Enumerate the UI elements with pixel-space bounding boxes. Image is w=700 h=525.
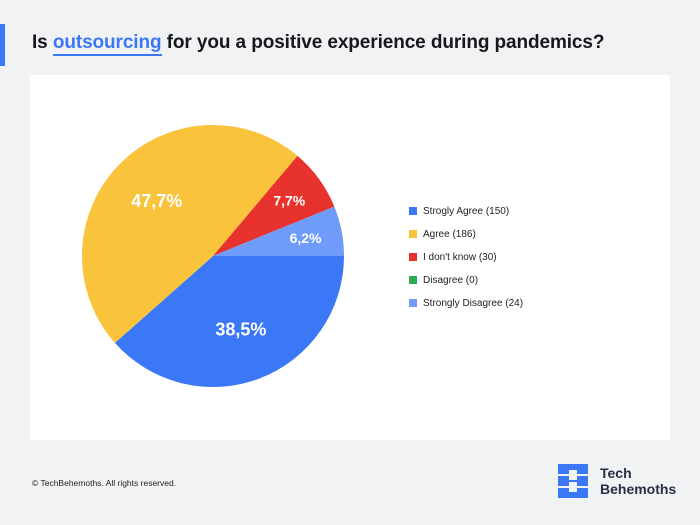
brand-block: Tech Behemoths — [556, 462, 676, 500]
pie-slice-label: 38,5% — [215, 319, 266, 339]
title-highlight: outsourcing — [52, 32, 162, 56]
title-suffix: for you a positive experience during pan… — [161, 32, 605, 53]
title-accent-bar — [0, 24, 5, 66]
legend-swatch — [409, 276, 417, 284]
legend-swatch — [409, 299, 417, 307]
pie-slice — [114, 256, 344, 387]
techbehemoths-logo-icon — [558, 464, 588, 498]
legend-label: Strongly Disagree (24) — [423, 297, 524, 309]
chart-legend: Strogly Agree (150) Agree (186) I don't kn… — [409, 205, 523, 320]
pie-slice-label: 7,7% — [273, 193, 305, 209]
legend-item: Agree (186) — [409, 228, 523, 240]
legend-swatch — [409, 230, 417, 238]
legend-swatch — [409, 207, 417, 215]
brand-name-line1: Tech — [600, 465, 632, 481]
legend-label: Agree (186) — [423, 228, 476, 240]
pie-chart: 38,5% 47,7% 7,7% 6,2% — [81, 124, 344, 387]
pie-slice — [213, 155, 335, 256]
copyright-text: © TechBehemoths. All rights reserved. — [32, 478, 177, 488]
legend-label: Disagree (0) — [423, 274, 479, 286]
pie-slice — [81, 124, 298, 343]
legend-item: Disagree (0) — [409, 274, 523, 286]
legend-item: I don't know (30) — [409, 251, 523, 263]
legend-label: Strogly Agree (150) — [423, 205, 510, 217]
pie-slice-label: 47,7% — [131, 191, 182, 211]
legend-item: Strongly Disagree (24) — [409, 297, 523, 309]
legend-swatch — [409, 253, 417, 261]
legend-label: I don't know (30) — [423, 251, 497, 263]
brand-name-line2: Behemoths — [600, 481, 677, 497]
page-title: Is outsourcing for you a positive experi… — [32, 32, 605, 56]
legend-item: Strogly Agree (150) — [409, 205, 523, 217]
brand-name: Tech Behemoths — [600, 465, 676, 497]
chart-card: 38,5% 47,7% 7,7% 6,2% Strogly Agree (150) Ag… — [30, 75, 670, 440]
pie-slice-label: 6,2% — [290, 230, 322, 246]
title-prefix: Is — [32, 32, 53, 53]
pie-slice — [213, 206, 344, 256]
